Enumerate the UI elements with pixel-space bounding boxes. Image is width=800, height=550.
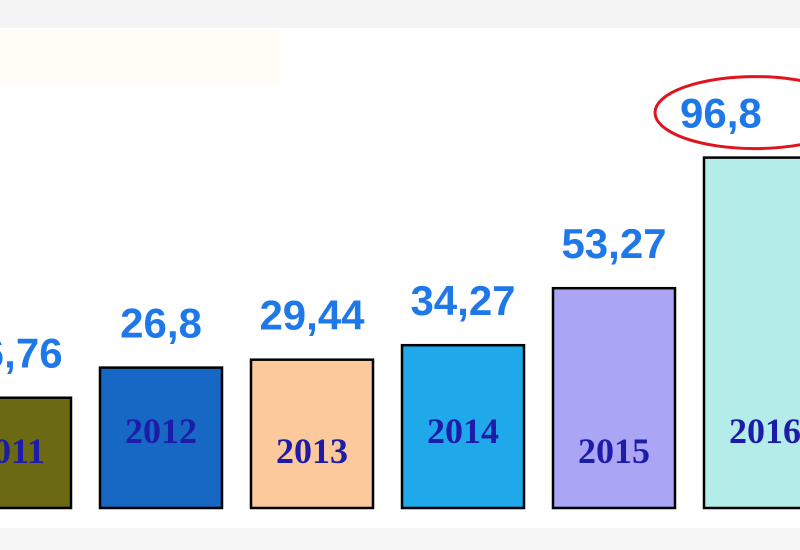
- bar: [702, 156, 800, 510]
- bar-year-label: 2011: [0, 431, 45, 471]
- value-label: 34,27: [410, 277, 515, 324]
- title-area: [0, 30, 280, 85]
- bottom-band: [0, 528, 800, 550]
- value-label: 96,8: [680, 90, 762, 137]
- value-label: 26,8: [120, 300, 202, 347]
- bar-year-label: 2013: [276, 431, 348, 471]
- bar: [249, 358, 375, 510]
- value-label: 16,76: [0, 330, 63, 377]
- value-label: 29,44: [259, 292, 365, 339]
- bar: [98, 366, 224, 510]
- highlight-oval: [653, 75, 800, 151]
- bar: [551, 286, 677, 510]
- bar: [400, 343, 526, 510]
- bar-year-label: 2015: [578, 431, 650, 471]
- value-label: 53,27: [561, 220, 666, 267]
- bar-year-label: 2014: [427, 411, 499, 451]
- bar: [0, 396, 73, 510]
- bar-year-label: 2012: [125, 411, 197, 451]
- bar-year-label: 2016: [729, 411, 800, 451]
- top-band: [0, 0, 800, 28]
